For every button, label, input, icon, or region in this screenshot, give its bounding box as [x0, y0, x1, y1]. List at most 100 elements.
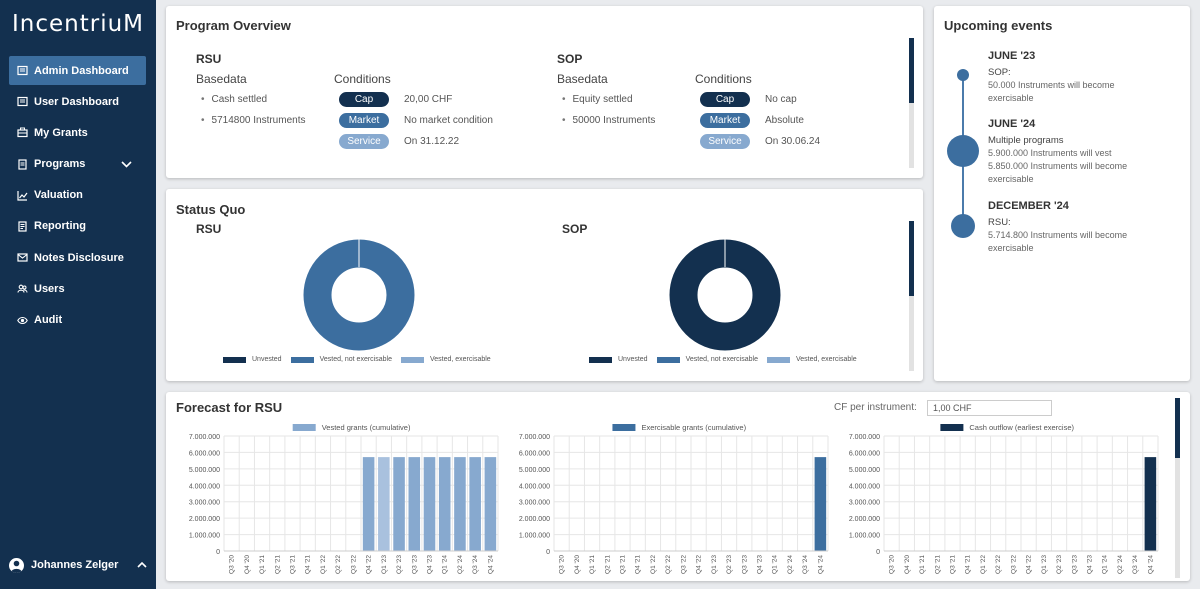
y-tick-label: 1.000.000 [189, 533, 220, 540]
cf-per-instrument-input[interactable] [927, 400, 1052, 416]
forecast-scroll-thumb[interactable] [1175, 398, 1180, 458]
bar[interactable] [423, 457, 436, 551]
x-tick-label: Q4 '23 [757, 555, 764, 574]
x-tick-label: Q4 '23 [427, 555, 434, 574]
sidebar-item-user-dashboard[interactable]: User Dashboard [9, 87, 146, 116]
legend-item[interactable]: Unvested [223, 356, 282, 363]
user-name: Johannes Zelger [31, 559, 119, 571]
briefcase-icon [17, 127, 28, 138]
timeline-dot[interactable] [957, 69, 969, 81]
legend-swatch [400, 356, 424, 363]
event-detail: 5.900.000 Instruments will vest [988, 148, 1112, 158]
basedata-item: 5714800 Instruments [201, 115, 306, 126]
condition-tag-service[interactable]: Service [339, 134, 389, 149]
y-tick-label: 4.000.000 [519, 483, 550, 490]
status-quo-title: Status Quo [176, 202, 246, 217]
users-icon [17, 284, 28, 293]
sidebar-item-label: Audit [34, 314, 63, 326]
condition-tag-service[interactable]: Service [700, 134, 750, 149]
x-tick-label: Q2 '24 [787, 555, 794, 574]
sidebar-nav: Admin Dashboard User Dashboard My Grants Pr… [9, 56, 146, 337]
y-tick-label: 0 [546, 549, 550, 556]
condition-tag-market[interactable]: Market [339, 113, 389, 128]
conditions-heading: Conditions [695, 72, 752, 86]
sidebar-item-audit[interactable]: Audit [9, 306, 146, 335]
cf-per-instrument-label: CF per instrument: [834, 402, 917, 413]
condition-value: No market condition [404, 115, 493, 126]
chevron-up-icon[interactable] [137, 561, 147, 568]
bar[interactable] [469, 457, 481, 551]
program-name: SOP [557, 52, 583, 66]
sidebar-item-my-grants[interactable]: My Grants [9, 118, 146, 147]
user-menu[interactable]: Johannes Zelger [9, 555, 149, 575]
x-tick-label: Q2 '23 [396, 555, 403, 574]
event-title: SOP: [988, 67, 1011, 78]
sidebar-item-admin-dashboard[interactable]: Admin Dashboard [9, 56, 146, 85]
y-tick-label: 5.000.000 [189, 467, 220, 474]
status-scroll-thumb[interactable] [909, 221, 914, 296]
eye-icon [17, 316, 28, 324]
sidebar-item-valuation[interactable]: Valuation [9, 181, 146, 210]
dashboard-icon [17, 65, 28, 76]
legend-item[interactable]: Vested, not exercisable [656, 356, 758, 363]
legend-item[interactable]: Vested, exercisable [766, 356, 857, 363]
basedata-heading: Basedata [196, 72, 247, 86]
sidebar-item-notes-disclosure[interactable]: Notes Disclosure [9, 243, 146, 272]
x-tick-label: Q4 '21 [635, 555, 642, 574]
condition-value: No cap [765, 94, 797, 105]
timeline-dot[interactable] [947, 135, 979, 167]
timeline-dot[interactable] [951, 214, 975, 238]
condition-value: 20,00 CHF [404, 94, 453, 105]
bar[interactable] [362, 457, 375, 551]
legend-item[interactable]: Vested, exercisable [400, 356, 491, 363]
chart-line-icon [17, 190, 28, 201]
x-tick-label: Q4 '22 [366, 555, 373, 574]
chevron-down-icon[interactable] [121, 159, 132, 170]
legend-item[interactable]: Unvested [589, 356, 648, 363]
y-tick-label: 5.000.000 [849, 467, 880, 474]
x-tick-label: Q3 '24 [472, 555, 479, 574]
legend-label: Vested, not exercisable [685, 356, 758, 363]
sidebar-item-users[interactable]: Users [9, 274, 146, 303]
x-tick-label: Q1 '23 [1041, 555, 1048, 574]
overview-scroll-thumb[interactable] [909, 38, 914, 103]
x-tick-label: Q1 '21 [919, 555, 926, 574]
condition-tag-cap[interactable]: Cap [700, 92, 750, 107]
legend-swatch [656, 356, 680, 363]
sidebar: IncentriuM Admin Dashboard User Dashboard… [0, 0, 156, 589]
forecast-scrollbar[interactable] [1175, 398, 1180, 578]
bar[interactable] [484, 457, 497, 551]
chart-legend-swatch[interactable] [940, 424, 964, 431]
bar[interactable] [454, 457, 466, 551]
status-program-name: SOP [562, 222, 588, 236]
status-scrollbar[interactable] [909, 221, 914, 371]
bar[interactable] [1144, 457, 1157, 551]
app-logo[interactable]: IncentriuM [12, 11, 145, 37]
x-tick-label: Q2 '22 [665, 555, 672, 574]
bar[interactable] [438, 457, 451, 551]
chart-legend-swatch[interactable] [292, 424, 316, 431]
sidebar-item-label: Programs [34, 158, 86, 171]
x-tick-label: Q1 '23 [381, 555, 388, 574]
condition-tag-market[interactable]: Market [700, 113, 750, 128]
bar[interactable] [408, 457, 421, 551]
y-tick-label: 2.000.000 [189, 516, 220, 523]
donut-chart-sop [669, 239, 781, 351]
x-tick-label: Q4 '24 [1147, 555, 1154, 574]
chart-legend-swatch[interactable] [612, 424, 636, 431]
bar[interactable] [814, 457, 827, 551]
overview-scrollbar[interactable] [909, 38, 914, 168]
y-tick-label: 3.000.000 [519, 500, 550, 507]
sidebar-item-reporting[interactable]: Reporting [9, 212, 146, 241]
condition-tag-cap[interactable]: Cap [339, 92, 389, 107]
event-date: JUNE '23 [988, 50, 1036, 62]
bar[interactable] [378, 457, 390, 551]
legend-item[interactable]: Vested, not exercisable [290, 356, 392, 363]
conditions-heading: Conditions [334, 72, 391, 86]
x-tick-label: Q3 '20 [559, 555, 566, 574]
sidebar-item-programs[interactable]: Programs [9, 150, 146, 179]
chart-legend-label: Exercisable grants (cumulative) [641, 423, 746, 432]
condition-value: On 31.12.22 [404, 136, 460, 147]
bar[interactable] [393, 457, 405, 551]
legend-label: Unvested [252, 356, 282, 363]
